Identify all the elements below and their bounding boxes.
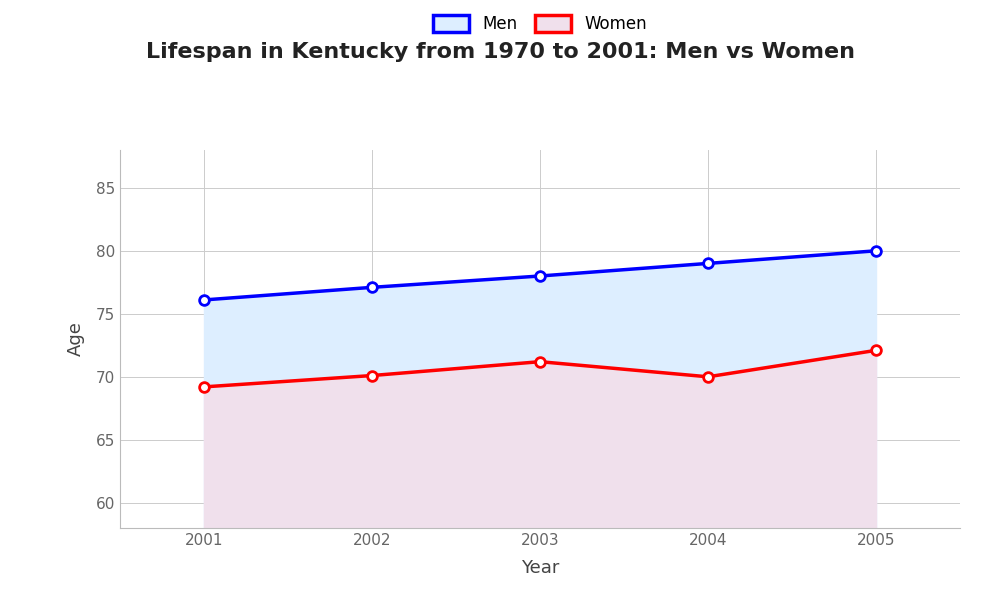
Y-axis label: Age: Age — [67, 322, 85, 356]
Text: Lifespan in Kentucky from 1970 to 2001: Men vs Women: Lifespan in Kentucky from 1970 to 2001: … — [146, 42, 854, 62]
Legend: Men, Women: Men, Women — [433, 14, 647, 33]
X-axis label: Year: Year — [521, 559, 559, 577]
